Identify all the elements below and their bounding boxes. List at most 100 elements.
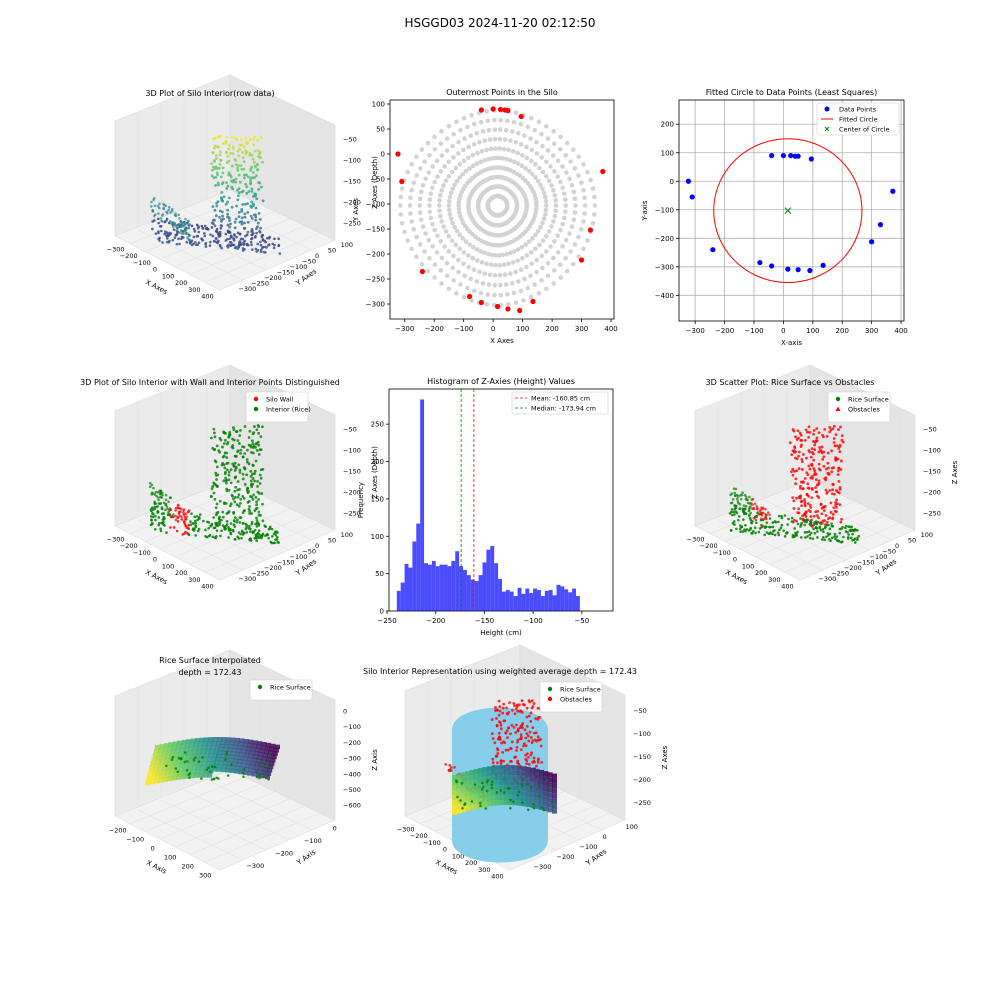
grey-point xyxy=(572,196,578,201)
data-point xyxy=(801,460,804,464)
z-tick-label: −200 xyxy=(343,489,361,497)
data-point xyxy=(788,153,794,159)
z-tick-label: −200 xyxy=(343,199,361,207)
surface-patch xyxy=(221,737,227,742)
surface-patch xyxy=(241,745,247,751)
data-point xyxy=(251,497,255,501)
surface-patch xyxy=(215,757,220,762)
surface-patch xyxy=(473,773,479,779)
obstacle-point xyxy=(514,707,518,711)
obstacle-point xyxy=(514,723,518,727)
grey-point xyxy=(553,203,559,208)
grey-point xyxy=(579,227,584,232)
data-point xyxy=(247,190,251,193)
data-point xyxy=(814,526,818,529)
surface-patch xyxy=(158,763,164,768)
data-point xyxy=(256,484,259,488)
data-point xyxy=(229,222,232,226)
surface-patch xyxy=(193,773,199,778)
grey-point xyxy=(450,220,455,226)
surface-patch xyxy=(203,769,209,774)
histogram-bar xyxy=(498,578,502,611)
data-point xyxy=(803,477,807,480)
data-point xyxy=(236,198,240,202)
data-point xyxy=(186,232,189,235)
surface-patch xyxy=(161,751,167,756)
data-point xyxy=(226,215,229,219)
data-point xyxy=(542,808,545,812)
grey-point xyxy=(539,253,545,259)
grey-point xyxy=(528,115,534,121)
chart-subtitle: depth = 172.43 xyxy=(178,668,241,677)
data-point xyxy=(482,785,485,789)
data-point xyxy=(255,539,259,543)
grey-point xyxy=(510,260,516,265)
grid-line xyxy=(206,199,313,251)
obstacle-point xyxy=(530,699,534,703)
data-point xyxy=(250,205,254,209)
data-point xyxy=(253,469,257,473)
data-point xyxy=(869,239,875,245)
data-point xyxy=(171,755,175,759)
grey-point xyxy=(492,292,497,298)
data-point xyxy=(245,243,249,247)
surface-patch xyxy=(228,744,234,749)
surface-patch xyxy=(534,778,540,784)
data-point xyxy=(278,252,282,255)
surface-patch xyxy=(175,748,180,754)
data-point xyxy=(796,511,800,515)
surface-patch xyxy=(181,755,187,760)
surface-patch xyxy=(239,738,245,743)
data-point xyxy=(479,804,482,808)
surface-patch xyxy=(186,754,192,760)
obstacle-point xyxy=(493,741,497,745)
surface-patch xyxy=(150,761,156,766)
grey-point xyxy=(409,219,415,224)
surface-patch xyxy=(163,758,169,763)
surface-patch xyxy=(452,775,457,780)
grey-point xyxy=(441,183,446,188)
grey-point xyxy=(448,216,454,222)
surface-patch xyxy=(220,767,226,773)
histogram-bar xyxy=(447,566,452,611)
grey-point xyxy=(576,154,582,160)
surface-patch xyxy=(482,797,488,803)
grey-point xyxy=(544,159,549,165)
data-point xyxy=(857,534,861,538)
x-tick-label: 100 xyxy=(516,325,529,333)
surface-patch xyxy=(233,741,239,746)
obstacle-point xyxy=(529,753,533,757)
surface-patch xyxy=(517,765,523,771)
grey-point xyxy=(526,168,532,174)
x-axis-label: Height (cm) xyxy=(480,629,522,637)
data-point xyxy=(733,513,736,516)
data-point xyxy=(229,522,233,525)
data-point xyxy=(236,168,240,172)
surface-patch xyxy=(170,764,176,770)
grey-point xyxy=(543,207,549,213)
data-point xyxy=(753,526,757,530)
data-point xyxy=(200,238,204,241)
data-point xyxy=(167,510,170,514)
data-point xyxy=(815,439,819,443)
obstacle-point xyxy=(527,739,531,743)
histogram-bar xyxy=(486,549,491,611)
x-axis-label: X Axes xyxy=(490,337,514,345)
grey-point xyxy=(552,268,557,273)
surface-patch xyxy=(465,791,471,797)
x-tick-label: 0 xyxy=(153,556,157,564)
surface-patch xyxy=(460,802,466,808)
grey-point xyxy=(576,173,581,178)
data-point xyxy=(238,240,242,243)
data-point xyxy=(257,155,261,159)
grey-point xyxy=(564,268,570,274)
data-point xyxy=(159,217,163,220)
grey-point xyxy=(414,173,419,178)
data-point xyxy=(837,447,841,450)
data-point xyxy=(226,208,230,212)
data-point xyxy=(167,233,170,236)
data-point xyxy=(229,481,233,485)
data-point xyxy=(838,486,842,489)
grey-point xyxy=(576,234,581,240)
data-point xyxy=(153,507,157,511)
